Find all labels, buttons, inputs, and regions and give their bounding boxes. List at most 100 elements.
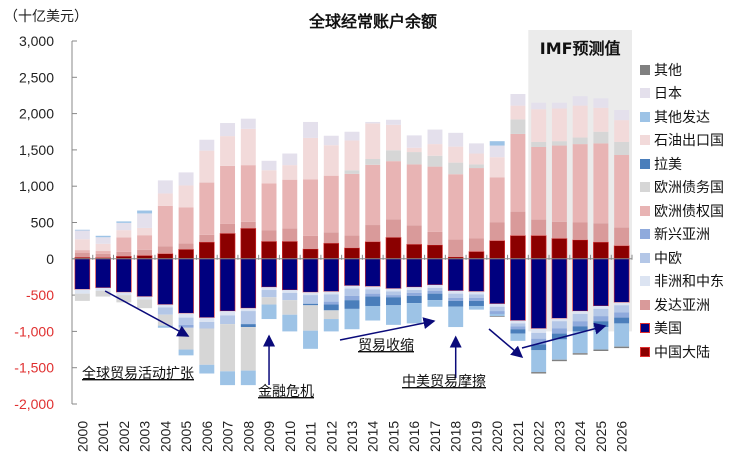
bar-segment: [530, 258, 547, 329]
bar-segment: [593, 143, 609, 224]
legend-swatch: [640, 323, 650, 334]
bar-segment: [551, 238, 568, 260]
legend-swatch: [640, 64, 650, 75]
bar-segment: [220, 223, 236, 234]
bar-segment: [531, 338, 547, 345]
bar-segment: [510, 323, 526, 327]
bar-segment: [261, 287, 277, 291]
bar-segment: [510, 133, 526, 212]
bar-segment: [614, 317, 630, 324]
bar-segment: [551, 339, 567, 360]
y-tick-label: 0: [46, 251, 54, 267]
bar-segment: [282, 314, 298, 332]
bar-segment: [116, 258, 132, 293]
bar-segment: [572, 331, 588, 354]
x-tick-label: 2007: [220, 421, 236, 452]
bar-segment: [157, 325, 173, 328]
bar-segment: [302, 248, 319, 260]
bar-segment: [406, 292, 422, 296]
bar-segment: [572, 96, 588, 106]
legend-item: 日本: [640, 82, 724, 106]
bar-segment: [593, 321, 609, 328]
annotation-label: 中美贸易摩擦: [402, 373, 486, 390]
bar-segment: [468, 164, 484, 169]
bar-segment: [531, 344, 547, 351]
bar-segment: [614, 120, 630, 142]
bar-segment: [261, 241, 277, 260]
legend-label: 新兴亚洲: [654, 227, 710, 244]
bar-segment: [614, 323, 630, 347]
legend-swatch: [640, 276, 650, 287]
legend-swatch: [640, 158, 650, 169]
bar-segment: [199, 241, 215, 260]
bar-segment: [551, 221, 567, 239]
bar-segment: [386, 291, 401, 296]
bar-segment: [572, 313, 588, 322]
bar-segment: [116, 230, 132, 238]
bar-segment: [240, 118, 256, 129]
bar-segment: [344, 285, 360, 289]
bar-segment: [95, 290, 111, 297]
bar-segment: [303, 179, 318, 236]
bar-segment: [572, 144, 588, 223]
y-tick-label: 2,000: [19, 106, 54, 122]
bar-segment: [323, 291, 339, 295]
bar-segment: [157, 180, 173, 194]
legend-item: 其他: [640, 58, 724, 82]
bar-segment: [365, 164, 381, 226]
bar-segment: [386, 124, 401, 151]
bar-segment: [323, 258, 340, 292]
bar-segment: [323, 294, 339, 302]
bar-segment: [261, 304, 277, 320]
legend-label: 发达亚洲: [654, 297, 710, 314]
bar-segment: [74, 239, 90, 251]
bar-segment: [261, 258, 277, 288]
annotation-arrow: [488, 328, 524, 358]
bar-segment: [365, 225, 381, 242]
bar-segment: [593, 349, 609, 352]
bar-segment: [406, 303, 422, 324]
bar-segment: [448, 290, 464, 294]
legend-item: 中欧: [640, 246, 724, 270]
bar-segment: [261, 230, 277, 242]
x-tick-label: 2011: [303, 422, 319, 452]
bar-segment: [385, 258, 402, 289]
bar-segment: [365, 286, 381, 290]
bar-segment: [572, 258, 588, 312]
bar-segment: [199, 234, 215, 243]
annotation-arrow: [104, 290, 190, 337]
bar-segment: [489, 316, 505, 317]
bar-segment: [240, 228, 257, 260]
bar-segment: [531, 350, 547, 373]
bar-segment: [448, 300, 464, 307]
bar-segment: [240, 128, 256, 166]
bar-segment: [593, 223, 609, 243]
bar-segment: [510, 329, 526, 334]
legend-swatch: [640, 346, 650, 357]
bar-segment: [448, 132, 464, 147]
bar-segment: [614, 312, 630, 318]
bar-segment: [157, 253, 174, 260]
bar-segment: [510, 105, 526, 120]
bar-segment: [572, 321, 588, 327]
bar-segment: [593, 241, 609, 260]
bar-segment: [489, 177, 505, 223]
bar-segment: [551, 333, 567, 340]
bar-segment: [178, 249, 194, 260]
bar-segment: [178, 207, 194, 244]
bar-segment: [199, 364, 215, 374]
bar-segment: [406, 258, 422, 288]
bar-segment: [282, 228, 298, 242]
bar-segment: [178, 185, 194, 208]
bar-segment: [137, 235, 153, 250]
x-tick-label: 2017: [427, 421, 443, 452]
x-tick-label: 2021: [510, 421, 526, 452]
bar-segment: [572, 222, 588, 240]
legend-label: 中欧: [654, 250, 682, 267]
bar-segment: [74, 250, 90, 253]
y-tick-label: -2,000: [14, 396, 54, 412]
bar-segment: [489, 141, 505, 146]
bar-segment: [199, 258, 215, 318]
x-tick-label: 2018: [448, 421, 464, 452]
bar-segment: [365, 123, 381, 159]
